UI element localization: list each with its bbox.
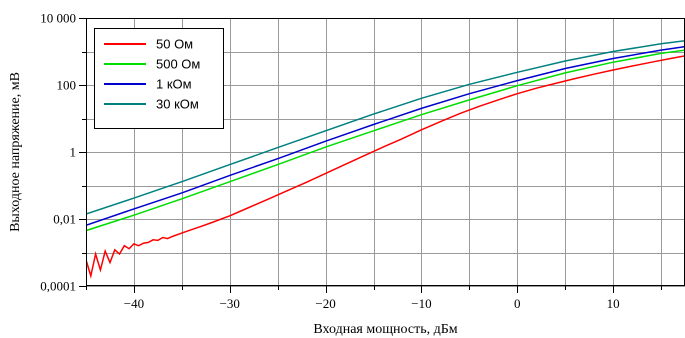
x-tick-label: 0 <box>514 296 521 311</box>
series-layer <box>86 39 685 279</box>
series-line <box>86 55 685 279</box>
legend: 50 Ом 500 Ом 1 кОм 30 кОм <box>94 28 224 129</box>
legend-label: 1 кОм <box>156 77 192 92</box>
x-axis-title: Входная мощность, дБм <box>313 322 457 337</box>
legend-label: 30 кОм <box>156 97 199 112</box>
legend-label: 500 Ом <box>156 57 200 72</box>
y-tick-label: 10 000 <box>40 11 76 26</box>
y-tick-label: 0,0001 <box>40 279 76 294</box>
y-axis-title: Выходное напряжение, мВ <box>8 72 23 232</box>
y-tick-label: 100 <box>57 78 77 93</box>
ticks: −40 −30 −20 −10 0 10 0,0001 0,01 1 100 10 000 <box>40 11 662 311</box>
x-tick-label: −40 <box>124 296 144 311</box>
legend-box <box>94 28 224 129</box>
series-line <box>86 39 685 215</box>
y-tick-label: 1 <box>70 145 77 160</box>
x-tick-label: 10 <box>607 296 620 311</box>
x-tick-label: −10 <box>411 296 431 311</box>
x-tick-label: −30 <box>220 296 240 311</box>
x-tick-label: −20 <box>315 296 335 311</box>
y-tick-label: 0,01 <box>53 212 76 227</box>
series-line <box>86 49 685 232</box>
series-line <box>86 45 685 227</box>
legend-label: 50 Ом <box>156 37 193 52</box>
